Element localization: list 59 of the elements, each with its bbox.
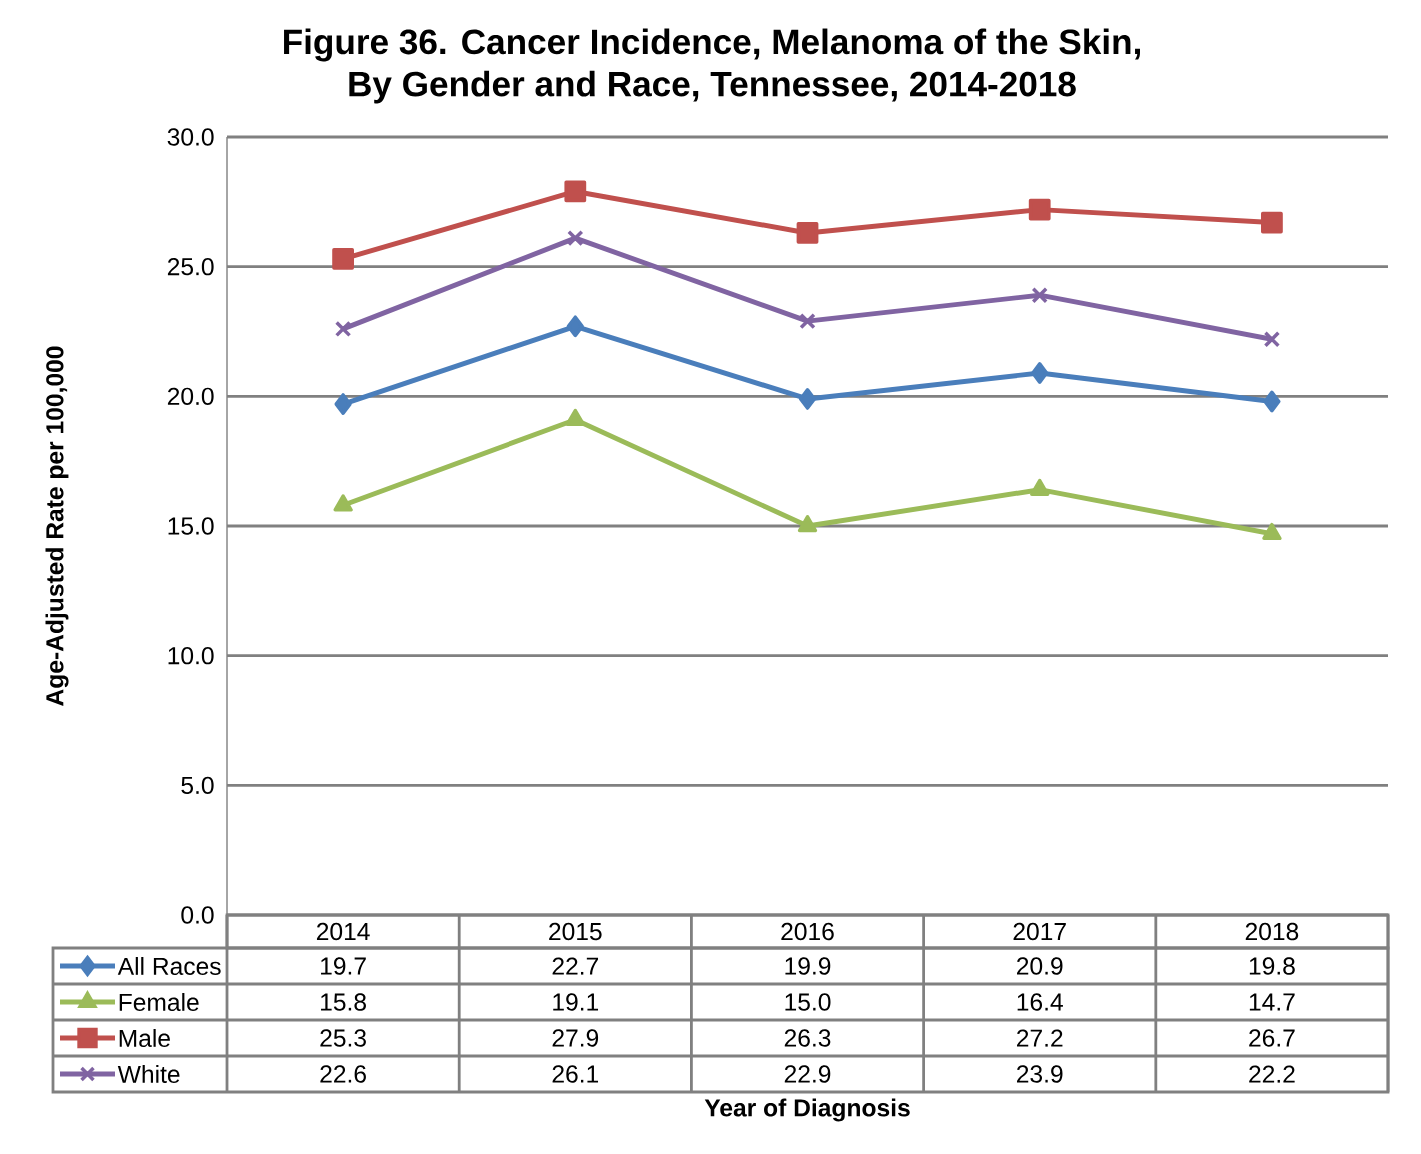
point	[796, 222, 819, 244]
legend-label: Male	[119, 1029, 170, 1048]
y-tick-label: 5.0	[181, 776, 214, 795]
data-label: 23.9	[1016, 1065, 1063, 1083]
point	[564, 180, 587, 203]
x-tick-label: 2017	[1013, 922, 1066, 941]
data-label: 26.7	[1249, 1029, 1295, 1047]
point	[334, 393, 352, 416]
data-label: 22.2	[1249, 1065, 1295, 1083]
y-axis-title: Age-Adjusted Rate per 100,000	[45, 346, 69, 706]
data-label: 25.3	[320, 1029, 366, 1047]
data-label: 19.9	[785, 957, 831, 975]
x-tick-label: 2016	[781, 922, 834, 941]
data-label: 16.4	[1017, 993, 1063, 1011]
legend-label: White	[117, 1065, 180, 1084]
point	[1031, 286, 1048, 304]
data-label: 15.0	[785, 993, 831, 1011]
point	[799, 312, 816, 330]
point	[1261, 211, 1283, 234]
point	[333, 494, 353, 512]
point	[565, 408, 585, 427]
point	[1028, 198, 1051, 221]
point	[332, 248, 354, 270]
point	[1263, 331, 1281, 348]
text: Year of Diagnosis	[704, 1098, 910, 1122]
data-label: 22.6	[320, 1065, 366, 1083]
data-label: 19.7	[321, 957, 366, 975]
point	[1030, 478, 1050, 497]
y-tick-label: 15.0	[168, 517, 214, 535]
y-tick-label: 20.0	[167, 387, 214, 406]
x-tick-label: 2015	[549, 922, 602, 941]
data-label: 26.1	[552, 1065, 599, 1083]
x-tick-label: 2018	[1245, 922, 1299, 941]
data-label: 27.9	[552, 1029, 599, 1047]
data-label: 19.1	[553, 993, 599, 1011]
y-tick-label: 0.0	[181, 906, 214, 924]
point	[797, 515, 818, 533]
data-label: 22.7	[552, 957, 599, 975]
chart-title: Figure 36. Cancer Incidence, Melanoma of the Skin, By Gender and Race, Tennessee, 2014-2018	[284, 28, 1140, 104]
data-label: 26.3	[784, 1029, 831, 1047]
y-tick-label: 25.0	[167, 258, 214, 276]
data-label: 22.9	[784, 1065, 831, 1083]
data-label: 27.2	[1016, 1029, 1063, 1047]
data-label: 19.8	[1249, 957, 1295, 975]
y-tick-label: 30.0	[167, 128, 214, 146]
y-tick-label: 10.0	[168, 647, 214, 665]
point	[1031, 362, 1049, 384]
data-label: 15.8	[321, 993, 366, 1011]
legend-label: All Races	[117, 957, 221, 976]
x-tick-label: 2014	[316, 922, 370, 941]
point	[1263, 390, 1281, 413]
data-label: 14.7	[1249, 993, 1295, 1011]
point	[567, 229, 584, 247]
point	[334, 320, 352, 338]
legend-label: Female	[119, 993, 199, 1012]
point	[566, 315, 584, 338]
point	[1262, 522, 1282, 541]
point	[798, 388, 817, 410]
data-label: 20.9	[1016, 957, 1063, 975]
